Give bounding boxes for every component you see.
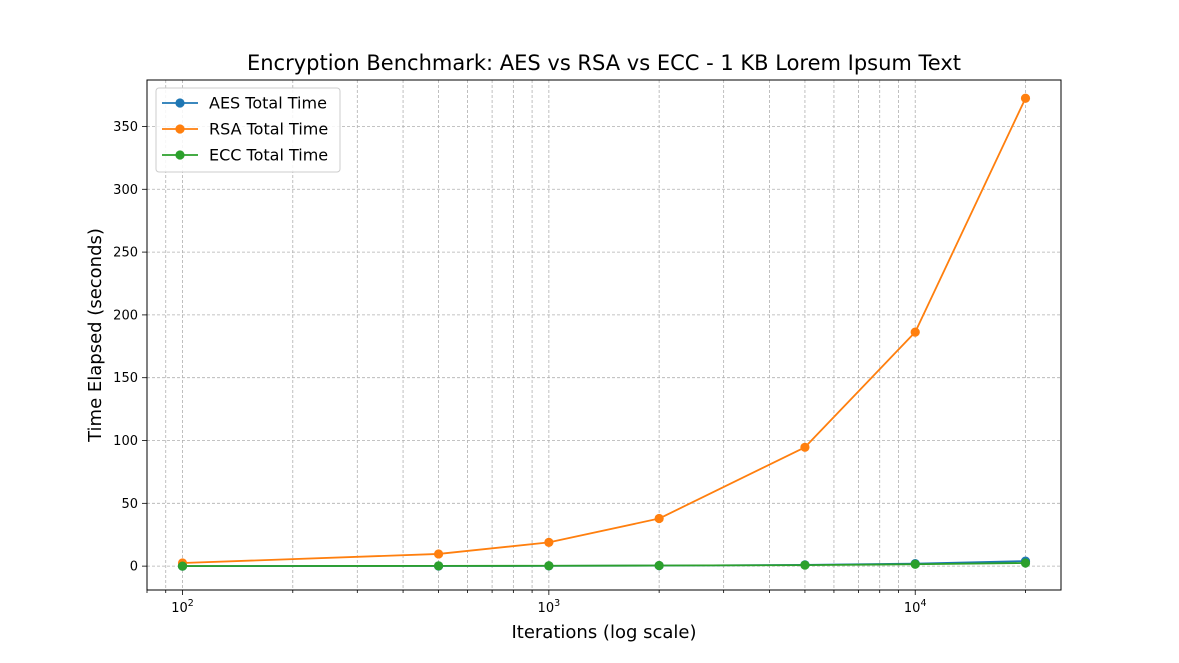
x-tick-label: 102 <box>171 598 194 616</box>
rsa-total-time-point <box>910 327 920 337</box>
chart-title: Encryption Benchmark: AES vs RSA vs ECC … <box>247 51 961 75</box>
rsa-total-time-legend-marker <box>175 124 185 134</box>
plot-area-frame <box>146 79 1062 591</box>
y-tick-label: 0 <box>130 560 138 575</box>
rsa-total-time-point <box>433 549 444 559</box>
ecc-total-time-point <box>910 559 920 569</box>
x-tick-label: 104 <box>904 598 927 616</box>
x-tick-label: 103 <box>538 598 561 616</box>
legend-label: AES Total Time <box>209 94 327 113</box>
y-tick-label: 300 <box>113 183 138 198</box>
legend-label: ECC Total Time <box>209 146 328 165</box>
rsa-total-time-point <box>800 442 810 452</box>
ticks: 0 50 100 150 200 250 300 350 102 103 104 <box>113 120 1026 616</box>
y-tick-label: 50 <box>121 497 138 512</box>
ecc-total-time-point <box>1020 558 1031 568</box>
legend-label: RSA Total Time <box>209 120 328 139</box>
ecc-total-time-point <box>800 560 810 570</box>
rsa-total-time-point <box>544 537 554 547</box>
y-tick-label: 250 <box>113 246 138 261</box>
ecc-total-time-legend-marker <box>175 150 185 160</box>
aes-total-time-legend-marker <box>175 98 185 108</box>
y-tick-label: 200 <box>113 308 138 323</box>
x-axis-title: Iterations (log scale) <box>511 622 696 643</box>
ecc-total-time-point <box>433 561 444 571</box>
y-tick-label: 350 <box>113 120 138 135</box>
ecc-total-time-point <box>177 561 188 571</box>
y-axis-title: Time Elapsed (seconds) <box>85 228 106 443</box>
ecc-total-time-point <box>544 561 554 571</box>
rsa-total-time-point <box>1020 93 1031 103</box>
y-tick-label: 100 <box>113 434 138 449</box>
legend-box <box>155 87 341 173</box>
series-group <box>177 93 1031 571</box>
ecc-total-time-point <box>654 560 664 571</box>
rsa-total-time-point <box>654 513 664 524</box>
legend: AES Total Time RSA Total Time ECC Total Ti… <box>155 87 341 173</box>
y-tick-label: 150 <box>113 371 138 386</box>
